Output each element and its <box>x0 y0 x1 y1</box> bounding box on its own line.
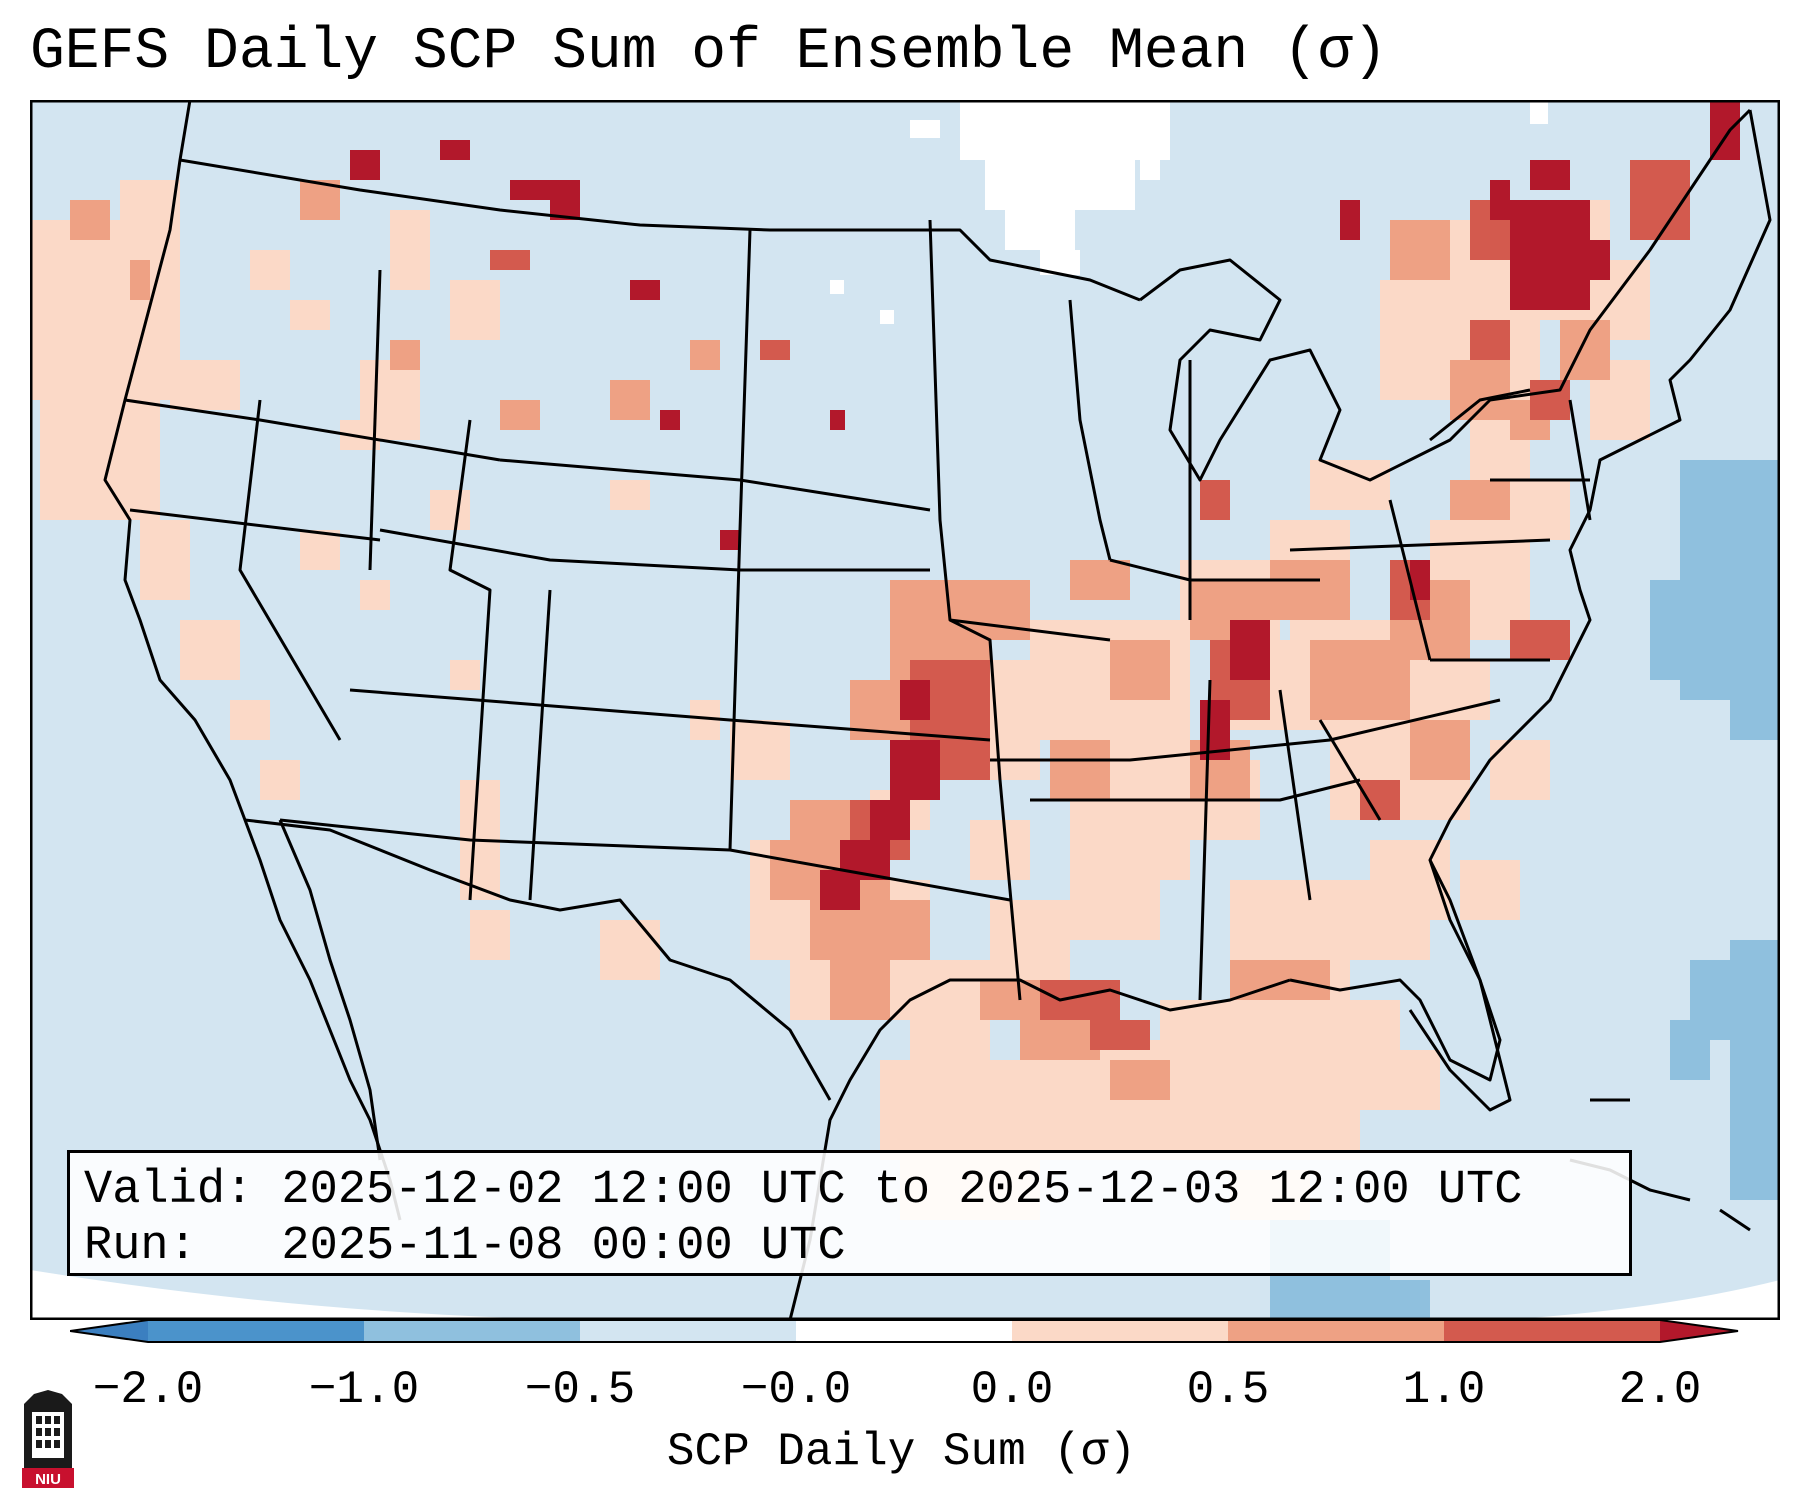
east-coastline <box>1289 109 1772 1082</box>
map-boundaries <box>103 100 1772 1320</box>
colorbar-bin-2 <box>364 1320 580 1342</box>
mexico-border <box>244 818 832 1101</box>
missing-data-area <box>830 100 1548 324</box>
colorbar-bin-3 <box>580 1320 796 1342</box>
niu-logo: NIU <box>22 1390 74 1488</box>
colorbar-bin-7 <box>1444 1320 1660 1342</box>
colorbar <box>70 1319 1739 1343</box>
colorbar-tick-label: 2.0 <box>1618 1364 1702 1416</box>
west-coastline <box>103 100 402 1221</box>
colorbar-bin-6 <box>1228 1320 1444 1342</box>
colorbar-tick-label: 0.0 <box>970 1364 1054 1416</box>
colorbar-outline <box>70 1319 1739 1343</box>
baja-coastline <box>278 819 382 1161</box>
valid-time-text: Valid: 2025-12-02 12:00 UTC to 2025-12-0… <box>84 1164 1523 1217</box>
colorbar-extend-low <box>70 1320 148 1342</box>
florida <box>1408 859 1512 1112</box>
colorbar-tick-label: 0.5 <box>1186 1364 1270 1416</box>
validity-info-box: Valid: 2025-12-02 12:00 UTC to 2025-12-0… <box>67 1150 1632 1276</box>
great-lakes <box>1139 108 1752 482</box>
domain-corner-bottom-right <box>1500 1280 1780 1320</box>
colorbar-bin-1 <box>148 1320 364 1342</box>
canada-us-border <box>179 158 1141 302</box>
colorbar-tick-label: −1.0 <box>308 1364 420 1416</box>
colorbar-label: SCP Daily Sum (σ) <box>666 1426 1137 1478</box>
scp-map <box>30 100 1780 1320</box>
run-time-text: Run: 2025-11-08 00:00 UTC <box>84 1220 846 1273</box>
colorbar-tick-label: −0.5 <box>524 1364 636 1416</box>
colorbar-bin-5 <box>1012 1320 1228 1342</box>
colorbar-tick-label: 1.0 <box>1402 1364 1486 1416</box>
colorbar-tick-label: −2.0 <box>92 1364 204 1416</box>
chart-title: GEFS Daily SCP Sum of Ensemble Mean (σ) <box>30 20 1388 85</box>
domain-corner-bottom-left <box>30 1270 590 1320</box>
logo-text: NIU <box>35 1471 61 1488</box>
colorbar-extend-high <box>1660 1320 1738 1342</box>
colorbar-tick-label: −0.0 <box>740 1364 852 1416</box>
colorbar-bin-4 <box>796 1320 1012 1342</box>
